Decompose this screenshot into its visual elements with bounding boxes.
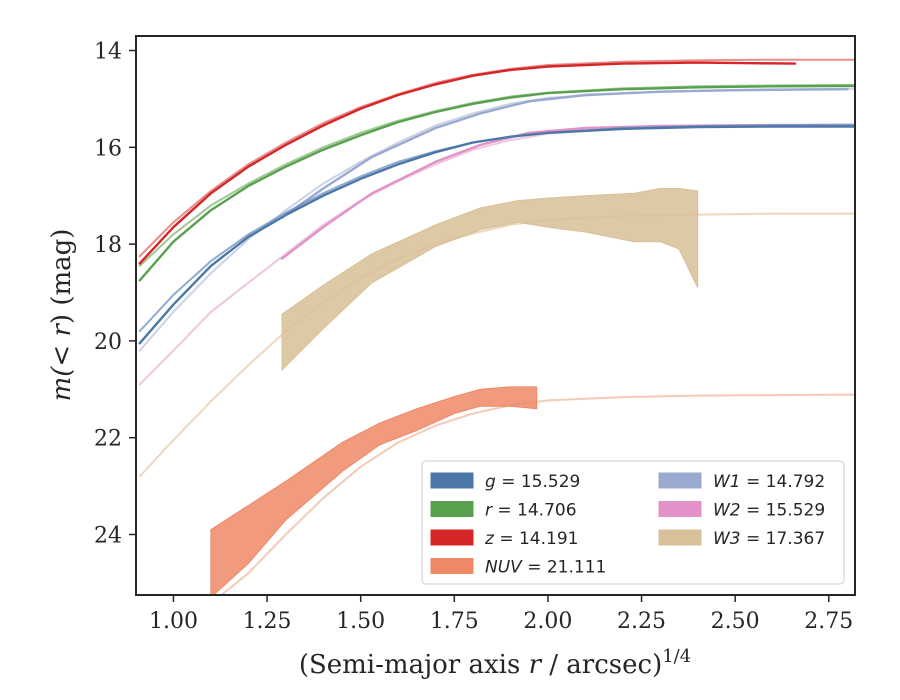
x-tick-label: 1.00 [149,609,198,634]
y-axis-label: m(< r) (mag) [47,229,77,402]
y-tick-label: 22 [94,427,122,452]
y-tick-label: 18 [94,233,122,258]
y-tick-label: 14 [94,40,122,65]
series-line-w3-model-0 [138,212,855,478]
series-line-nuv-model-2 [219,393,855,595]
legend-swatch-g [430,472,474,489]
y-axis: 14 16 18 20 22 24 [94,40,136,549]
legend-swatch-z [430,529,474,546]
series-band-nuv-3 [210,386,538,595]
series-band-w3-1 [281,188,699,372]
series-layer [138,58,855,595]
y-tick-label: 16 [94,136,122,161]
x-axis: 1.00 1.25 1.50 1.75 2.00 2.25 2.50 2.75 [149,595,853,634]
x-tick-label: 2.50 [711,609,760,634]
series-line-w1-data-7 [280,87,849,219]
series-line-w2-model-4 [138,123,855,386]
legend-label-nuv: NUV = 21.111 [485,558,606,578]
x-tick-label: 1.75 [430,609,479,634]
x-tick-label: 2.25 [617,609,666,634]
series-line-z-data-13 [138,61,797,265]
legend-swatch-w3 [658,529,702,546]
legend-label-w1: W1 = 14.792 [713,472,825,492]
x-tick-label: 2.00 [523,609,572,634]
legend-frame [421,460,845,585]
legend-swatch-nuv [430,558,474,574]
y-tick-label: 20 [94,330,122,355]
legend-label-r: r = 14.706 [485,501,577,521]
x-tick-label: 2.75 [804,609,853,634]
legend-label-w2: W2 = 15.529 [713,501,825,521]
legend-label-g: g = 15.529 [485,472,580,492]
plot-frame [135,35,856,596]
x-tick-label: 1.25 [243,609,292,634]
legend-label-w3: W3 = 17.367 [713,529,825,549]
legend-swatch-r [430,501,474,517]
legend-swatch-w2 [658,501,702,517]
series-line-w2-data-5 [280,124,849,260]
x-tick-label: 1.50 [336,609,385,634]
series-line-g-data-9 [138,125,855,345]
legend-swatch-w1 [658,472,702,489]
y-tick-label: 24 [94,524,122,549]
series-line-r-data-11 [138,84,855,282]
x-axis-label: (Semi-major axis r / arcsec)1/4 [299,646,691,680]
legend: g = 15.529 r = 14.706 z = 14.191 NUV = 21.1… [421,460,845,585]
legend-label-z: z = 14.191 [484,529,578,549]
